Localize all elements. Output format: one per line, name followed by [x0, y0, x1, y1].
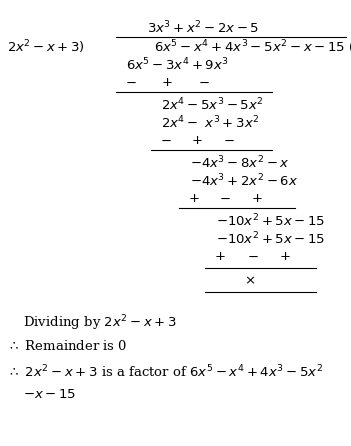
Text: $6x^5 - 3x^4 + 9x^3$: $6x^5 - 3x^4 + 9x^3$	[126, 56, 229, 73]
Text: Dividing by $2x^2 - x + 3$: Dividing by $2x^2 - x + 3$	[23, 314, 176, 333]
Text: $-$: $-$	[198, 76, 210, 89]
Text: $-4x^3 - 8x^2 - x$: $-4x^3 - 8x^2 - x$	[190, 154, 289, 171]
Text: $-$: $-$	[160, 134, 171, 147]
Text: $+$: $+$	[191, 134, 203, 147]
Text: $-10x^2 + 5x - 15$: $-10x^2 + 5x - 15$	[216, 212, 325, 229]
Text: $3x^3 + x^2 - 2x - 5$: $3x^3 + x^2 - 2x - 5$	[147, 19, 260, 36]
Text: $-10x^2 + 5x - 15$: $-10x^2 + 5x - 15$	[216, 230, 325, 247]
Text: $2x^4 -\ x^3 + 3x^2$: $2x^4 -\ x^3 + 3x^2$	[161, 114, 260, 131]
Text: $2x^2 - x + 3)$: $2x^2 - x + 3)$	[7, 38, 85, 56]
Text: $-$: $-$	[247, 250, 259, 263]
Text: $-$: $-$	[219, 192, 231, 205]
Text: $- x - 15$: $- x - 15$	[23, 388, 76, 401]
Text: $6x^5 - x^4 + 4x^3 - 5x^2 - x - 15$ (: $6x^5 - x^4 + 4x^3 - 5x^2 - x - 15$ (	[154, 38, 351, 56]
Text: $-$: $-$	[125, 76, 136, 89]
Text: $\therefore$ Remainder is 0: $\therefore$ Remainder is 0	[7, 339, 127, 353]
Text: $2x^4 - 5x^3 - 5x^2$: $2x^4 - 5x^3 - 5x^2$	[161, 96, 264, 113]
Text: $+$: $+$	[251, 192, 263, 205]
Text: $+$: $+$	[214, 250, 226, 263]
Text: $-$: $-$	[223, 134, 234, 147]
Text: $+$: $+$	[188, 192, 199, 205]
Text: $+$: $+$	[161, 76, 173, 89]
Text: $-4x^3 + 2x^2 - 6x$: $-4x^3 + 2x^2 - 6x$	[190, 172, 298, 189]
Text: $\therefore\ 2x^2 - x + 3$ is a factor of $6x^5 - x^4 + 4x^3 - 5x^2$: $\therefore\ 2x^2 - x + 3$ is a factor o…	[7, 364, 323, 381]
Text: $\times$: $\times$	[244, 274, 255, 288]
Text: $+$: $+$	[279, 250, 291, 263]
